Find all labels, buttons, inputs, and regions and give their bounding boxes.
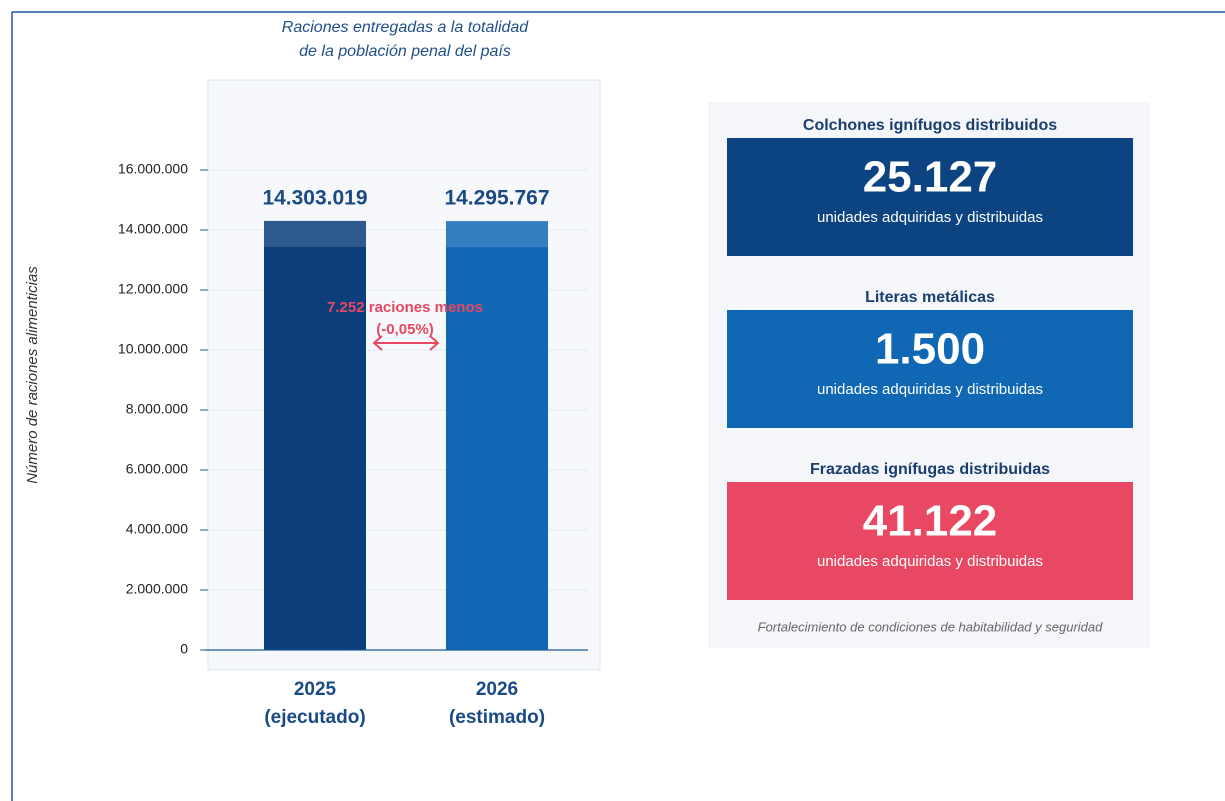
card-value: 25.127 (863, 153, 998, 202)
card-title: Literas metálicas (865, 289, 995, 306)
x-tick-label: (estimado) (449, 707, 545, 728)
y-axis-label: Número de raciones alimenticias (24, 266, 41, 484)
card-title: Colchones ignífugos distribuidos (803, 117, 1057, 134)
card (727, 138, 1133, 256)
y-tick-label: 16.000.000 (118, 161, 188, 177)
y-tick-label: 10.000.000 (118, 341, 188, 357)
bar (264, 220, 366, 650)
x-tick-label: 2025 (294, 679, 337, 700)
y-tick-label: 14.000.000 (118, 221, 188, 237)
data-label: 14.295.767 (444, 187, 549, 210)
y-tick-label: 8.000.000 (126, 401, 188, 417)
y-tick-label: 12.000.000 (118, 281, 188, 297)
x-tick-label: (ejecutado) (264, 707, 365, 728)
card (727, 310, 1133, 428)
card-value: 1.500 (875, 325, 985, 374)
bar-highlight (264, 220, 366, 247)
y-tick-label: 2.000.000 (126, 581, 188, 597)
card-title: Frazadas ignífugas distribuidas (810, 461, 1050, 478)
footnote: Fortalecimiento de condiciones de habita… (758, 619, 1103, 634)
annotation: (-0,05%) (376, 321, 434, 338)
card (727, 482, 1133, 600)
y-tick-label: 0 (180, 641, 188, 657)
y-tick-label: 4.000.000 (126, 521, 188, 537)
chart-title: Raciones entregadas a la totalidad (282, 19, 529, 36)
card-subtitle: unidades adquiridas y distribuidas (817, 381, 1043, 398)
card-value: 41.122 (863, 497, 998, 546)
annotation-arrow (372, 335, 440, 351)
chart-title: de la población penal del país (299, 43, 511, 60)
card-subtitle: unidades adquiridas y distribuidas (817, 553, 1043, 570)
y-tick-label: 6.000.000 (126, 461, 188, 477)
x-tick-label: 2026 (476, 679, 518, 700)
card-subtitle: unidades adquiridas y distribuidas (817, 209, 1043, 226)
bar-highlight (446, 221, 548, 248)
annotation: 7.252 raciones menos (327, 299, 483, 316)
bar (446, 221, 548, 650)
data-label: 14.303.019 (262, 186, 367, 209)
